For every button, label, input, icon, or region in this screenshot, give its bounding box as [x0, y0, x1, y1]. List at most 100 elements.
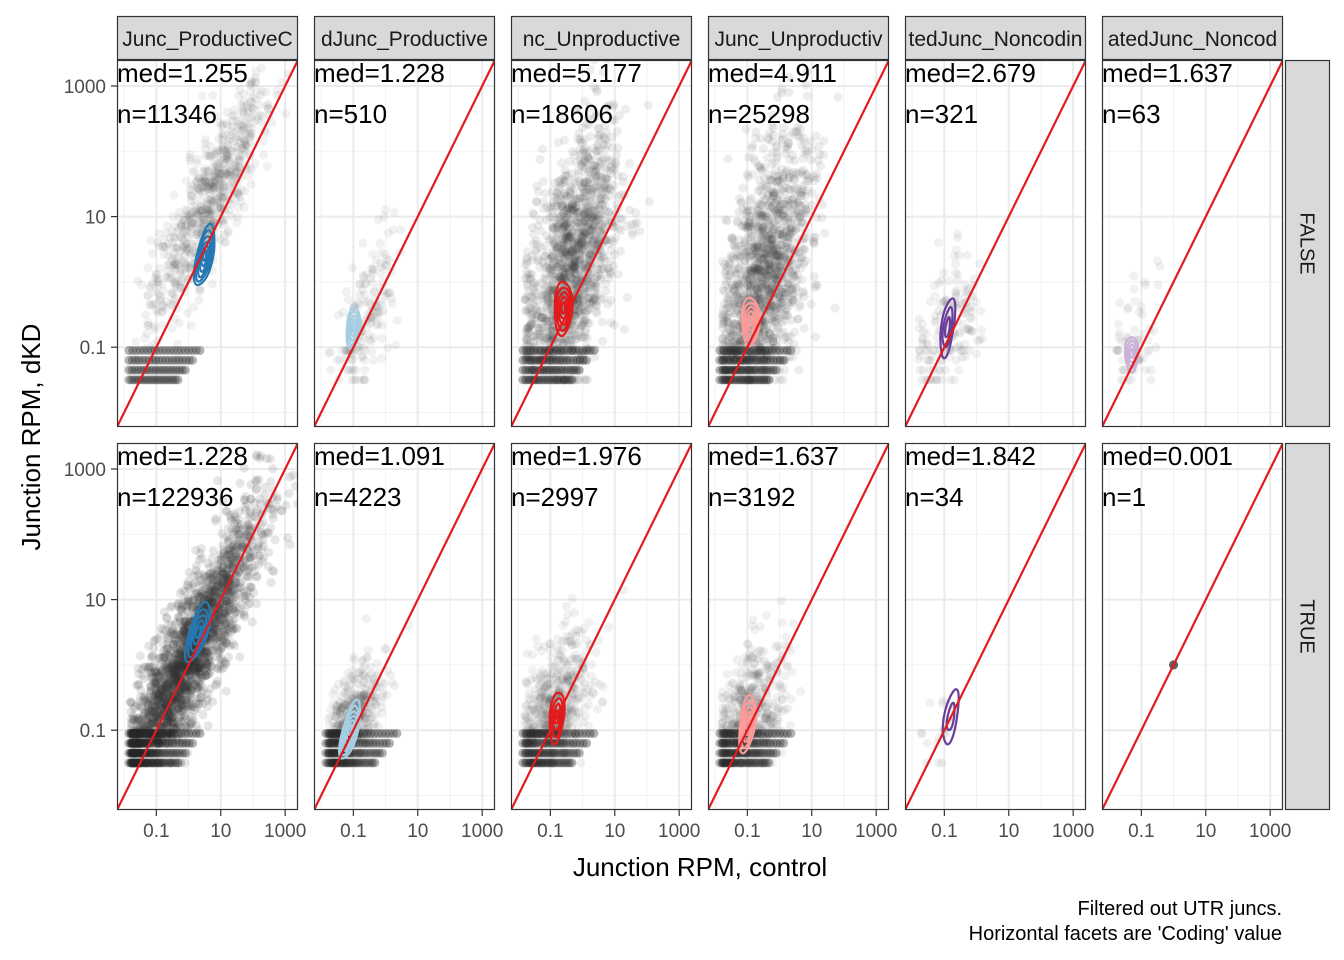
scatter-point	[583, 154, 593, 164]
scatter-point	[563, 264, 573, 274]
scatter-point	[526, 320, 536, 330]
scatter-point	[769, 240, 779, 250]
scatter-point	[550, 223, 560, 233]
scatter-point	[793, 314, 803, 324]
scatter-point	[221, 151, 231, 161]
scatter-point	[577, 229, 587, 239]
scatter-point	[768, 191, 778, 201]
scatter-point	[168, 365, 178, 375]
scatter-point	[194, 227, 204, 237]
scatter-point	[525, 355, 535, 365]
scatter-point	[165, 375, 175, 385]
scatter-point	[601, 185, 611, 195]
scatter-point	[730, 291, 740, 301]
scatter-point	[755, 163, 765, 173]
scatter-point	[572, 242, 582, 252]
scatter-point	[224, 156, 234, 166]
scatter-point	[521, 327, 531, 337]
scatter-point	[754, 346, 764, 356]
scatter-point	[160, 242, 170, 252]
scatter-point	[567, 375, 577, 385]
scatter-point	[179, 258, 189, 268]
scatter-point	[1113, 319, 1123, 329]
scatter-point	[797, 191, 807, 201]
scatter-point	[535, 154, 545, 164]
scatter-point	[607, 132, 617, 142]
scatter-point	[578, 210, 588, 220]
scatter-point	[567, 375, 577, 385]
scatter-point	[173, 375, 183, 385]
scatter-point	[360, 365, 370, 375]
scatter-point	[553, 192, 563, 202]
scatter-point	[231, 132, 241, 142]
scatter-point	[768, 300, 778, 310]
scatter-point	[583, 219, 593, 229]
scatter-point	[540, 299, 550, 309]
scatter-point	[744, 273, 754, 283]
scatter-point	[1141, 280, 1151, 290]
scatter-point	[537, 313, 547, 323]
scatter-point	[577, 161, 587, 171]
scatter-point	[1146, 365, 1156, 375]
scatter-point	[584, 165, 594, 175]
scatter-point	[751, 217, 761, 227]
scatter-point	[567, 345, 577, 355]
scatter-point	[171, 355, 181, 365]
scatter-point	[368, 265, 378, 275]
scatter-point	[763, 271, 773, 281]
scatter-point	[546, 289, 556, 299]
scatter-point	[582, 298, 592, 308]
scatter-point	[235, 191, 245, 201]
scatter-point	[151, 287, 161, 297]
scatter-point	[590, 221, 600, 231]
scatter-point	[758, 223, 768, 233]
scatter-point	[589, 82, 599, 92]
scatter-point	[761, 355, 771, 365]
scatter-point	[747, 351, 757, 361]
scatter-point	[537, 349, 547, 359]
scatter-point	[769, 217, 779, 227]
scatter-point	[568, 344, 578, 354]
scatter-point	[529, 353, 539, 363]
scatter-point	[193, 210, 203, 220]
panel-false-1	[117, 60, 298, 427]
scatter-point	[151, 365, 161, 375]
scatter-point	[786, 345, 796, 355]
scatter-point	[540, 251, 550, 261]
scatter-point	[170, 314, 180, 324]
scatter-point	[589, 295, 599, 305]
scatter-point	[1146, 375, 1156, 385]
scatter-point	[578, 123, 588, 133]
scatter-point	[175, 207, 185, 217]
scatter-point	[158, 242, 168, 252]
scatter-point	[577, 238, 587, 248]
scatter-point	[565, 355, 575, 365]
scatter-point	[569, 206, 579, 216]
scatter-point	[556, 365, 566, 375]
scatter-point	[601, 153, 611, 163]
scatter-point	[220, 238, 230, 248]
scatter-point	[230, 158, 240, 168]
scatter-point	[764, 248, 774, 258]
scatter-point	[567, 259, 577, 269]
scatter-point	[366, 318, 376, 328]
scatter-point	[618, 171, 628, 181]
scatter-point	[351, 365, 361, 375]
scatter-point	[522, 324, 532, 334]
scatter-point	[559, 254, 569, 264]
scatter-point	[581, 188, 591, 198]
scatter-point	[525, 303, 535, 313]
scatter-point	[589, 201, 599, 211]
scatter-point	[212, 148, 222, 158]
scatter-point	[541, 314, 551, 324]
scatter-point	[185, 222, 195, 232]
scatter-point	[224, 137, 234, 147]
scatter-point	[371, 255, 381, 265]
scatter-point	[562, 355, 572, 365]
scatter-point	[380, 249, 390, 259]
scatter-point	[574, 168, 584, 178]
scatter-point	[525, 335, 535, 345]
scatter-point	[539, 274, 549, 284]
scatter-point	[567, 254, 577, 264]
